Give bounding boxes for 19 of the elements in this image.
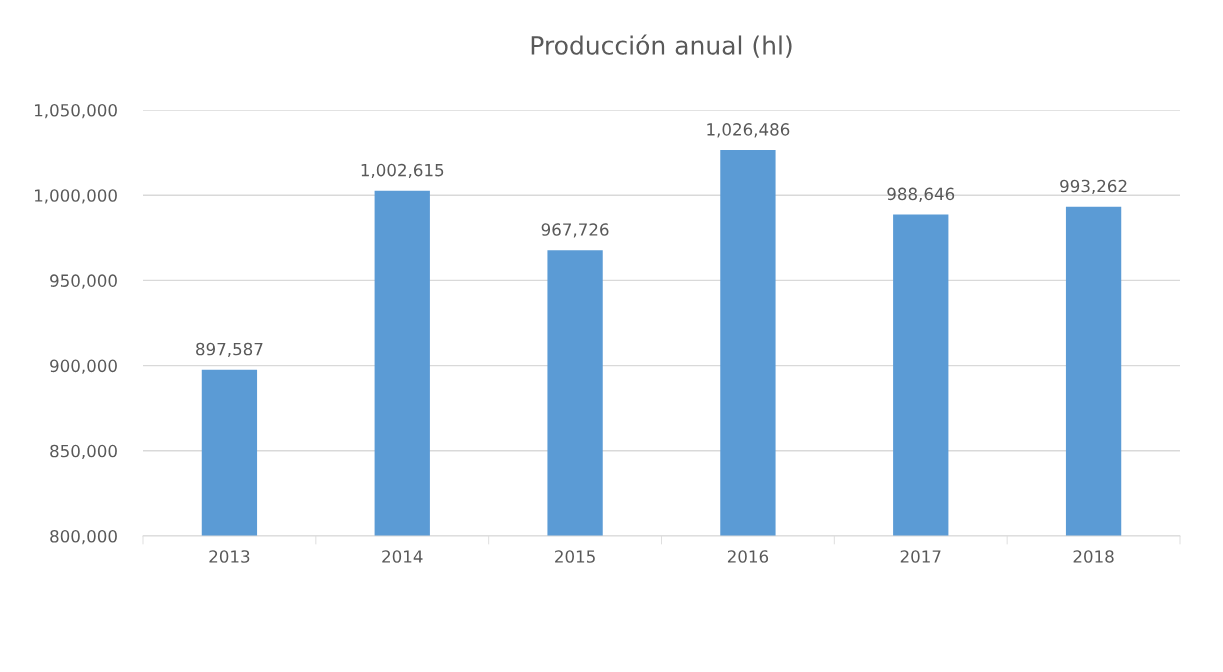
- data-label: 897,587: [196, 342, 263, 358]
- y-tick-label: 900,000: [50, 359, 117, 374]
- x-tick-label: 2016: [727, 550, 769, 563]
- data-label: 1,002,615: [361, 163, 444, 179]
- data-label: 988,646: [887, 187, 955, 202]
- x-tick-label: 2015: [555, 550, 595, 563]
- x-tick-label: 2018: [1073, 550, 1114, 563]
- chart-title: Producción anual (hl): [531, 34, 792, 58]
- y-tick-label: 850,000: [50, 444, 117, 460]
- y-tick-label: 800,000: [50, 529, 117, 545]
- x-tick-label: 2013: [209, 550, 250, 563]
- y-tick-label: 1,050,000: [35, 103, 117, 119]
- data-label: 967,726: [541, 223, 609, 238]
- x-tick-label: 2017: [900, 550, 941, 563]
- x-tick-label: 2014: [382, 550, 423, 563]
- data-label: 1,026,486: [707, 123, 790, 138]
- y-tick-label: 950,000: [50, 274, 117, 289]
- y-tick-label: 1,000,000: [35, 189, 117, 204]
- data-label: 993,262: [1060, 179, 1127, 195]
